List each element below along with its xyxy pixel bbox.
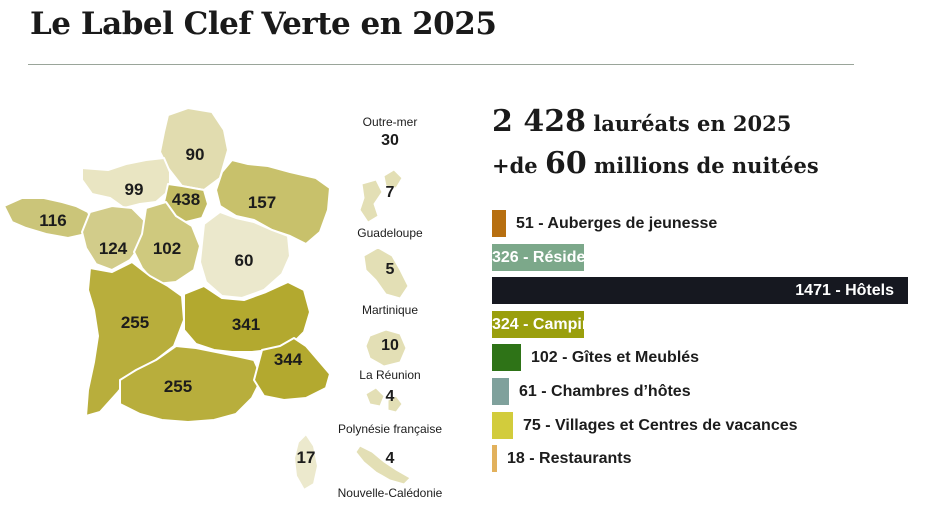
territory-value-la-reunion: 10 — [381, 337, 399, 354]
region-corse — [293, 433, 319, 491]
bar-gites-et-meubles — [492, 344, 521, 371]
region-value-normandie: 99 — [125, 180, 144, 199]
region-hauts-de-france — [159, 107, 229, 191]
region-centre-val-de-loire — [133, 201, 201, 285]
region-value-bretagne: 116 — [39, 211, 66, 230]
bar-label-hotels: 1471 - Hôtels — [795, 282, 894, 299]
territory-name-nouvelle-caledonie: Nouvelle-Calédonie — [338, 486, 443, 500]
france-map: 90 99 438 157 116 124 102 60 255 341 255 344 17 Outr… — [3, 107, 443, 500]
region-normandie — [81, 157, 171, 209]
bar-label-restaurants: 18 - Restaurants — [507, 450, 632, 467]
nuitees-text: millions de nuitées — [594, 153, 819, 178]
territory-shape-guadeloupe — [359, 169, 403, 223]
bar-label-villages-et-centres-de-vacances: 75 - Villages et Centres de vacances — [523, 417, 798, 434]
bar-label-residences-de-tourisme: 326 - Résidences de tourisme — [492, 249, 717, 266]
territory-value-martinique: 5 — [386, 261, 395, 278]
territory-shape-la-reunion — [365, 329, 407, 367]
bar-villages-et-centres-de-vacances — [492, 412, 513, 439]
nuitees-count: 60 — [544, 146, 587, 181]
title-divider — [28, 64, 854, 65]
bar-label-campings: 324 - Campings — [492, 316, 611, 333]
region-value-hauts-de-france: 90 — [186, 145, 205, 164]
territory-value-polynesie-francaise: 4 — [386, 388, 395, 405]
bar-auberges-de-jeunesse — [492, 210, 506, 237]
region-auvergne-rhone-alpes — [183, 281, 311, 353]
territory-value-guadeloupe: 7 — [386, 184, 395, 201]
region-labels-layer: 90 99 438 157 116 124 102 60 255 341 255 344 17 — [39, 145, 315, 467]
page-title: Le Label Clef Verte en 2025 — [30, 6, 497, 42]
region-provence-alpes-cote-d-azur — [253, 337, 331, 401]
laureats-text: lauréats en 2025 — [593, 111, 792, 136]
territory-shape-polynesie-francaise — [365, 387, 403, 413]
territory-name-martinique: Martinique — [362, 303, 418, 317]
region-value-nouvelle-aquitaine: 255 — [121, 313, 149, 332]
region-value-ile-de-france: 438 — [172, 190, 200, 209]
region-value-grand-est: 157 — [248, 193, 276, 212]
bar-restaurants — [492, 445, 497, 472]
bar-hotels — [492, 277, 908, 304]
bar-label-gites-et-meubles: 102 - Gîtes et Meublés — [531, 349, 700, 366]
territory-shape-martinique — [363, 247, 409, 299]
bar-residences-de-tourisme — [492, 244, 584, 271]
territory-value-nouvelle-caledonie: 4 — [386, 450, 395, 467]
region-value-bourgogne-franche-comte: 60 — [235, 251, 254, 270]
category-bar-chart: 51 - Auberges de jeunesse 326 - Résidence… — [492, 210, 932, 480]
nuitees-headline: +de 60 millions de nuitées — [492, 146, 819, 181]
region-value-occitanie: 255 — [164, 377, 192, 396]
nuitees-prefix: +de — [492, 153, 538, 178]
region-value-centre-val-de-loire: 102 — [153, 239, 181, 258]
region-pays-de-la-loire — [81, 205, 147, 271]
region-value-auvergne-rhone-alpes: 341 — [232, 315, 260, 334]
region-value-provence-alpes-cote-d-azur: 344 — [274, 350, 303, 369]
territory-shape-nouvelle-caledonie — [355, 445, 411, 485]
region-bourgogne-franche-comte — [199, 211, 291, 299]
laureats-headline: 2 428 lauréats en 2025 — [492, 104, 791, 139]
outre-mer-total: 30 — [381, 132, 399, 149]
regions-layer — [3, 107, 331, 491]
outre-mer-label: Outre-mer — [363, 115, 418, 129]
territory-name-polynesie-francaise: Polynésie française — [338, 422, 442, 436]
region-value-corse: 17 — [297, 448, 316, 467]
bar-campings — [492, 311, 584, 338]
outre-mer-layer: Outre-mer 30 7 Guadeloupe 5 Martinique 10 La Ré… — [338, 115, 443, 500]
bar-label-chambres-d-hotes: 61 - Chambres d’hôtes — [519, 383, 691, 400]
territory-name-la-reunion: La Réunion — [359, 368, 420, 382]
laureats-count: 2 428 — [492, 104, 586, 139]
region-grand-est — [215, 159, 331, 245]
territory-name-guadeloupe: Guadeloupe — [357, 226, 423, 240]
bar-label-auberges-de-jeunesse: 51 - Auberges de jeunesse — [516, 215, 718, 232]
region-value-pays-de-la-loire: 124 — [99, 239, 128, 258]
bar-chambres-d-hotes — [492, 378, 509, 405]
